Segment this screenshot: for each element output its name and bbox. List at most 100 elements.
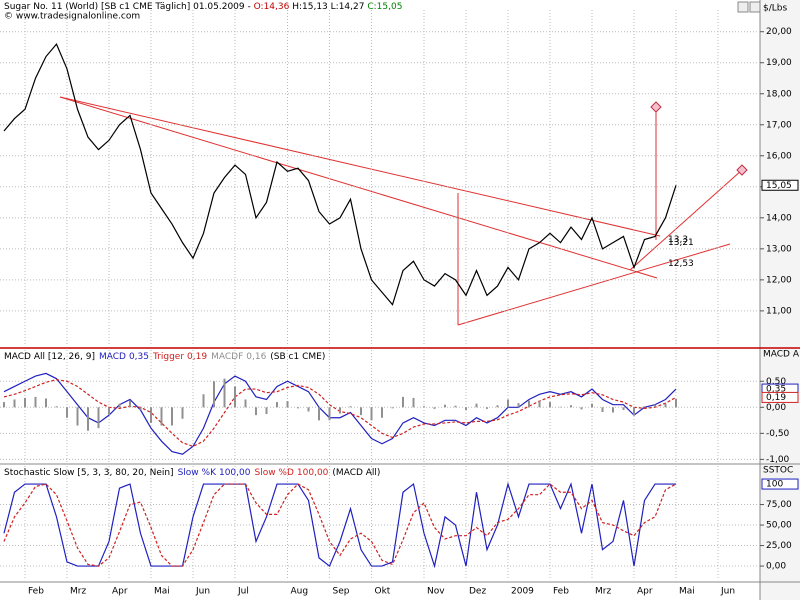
last-value-box <box>761 179 799 191</box>
annotation: 13,21 <box>668 238 694 248</box>
panel-title-suffix: (SB c1 CME) <box>270 352 325 362</box>
x-tick-label: Dez <box>469 587 486 597</box>
y-tick-label: 0,00 <box>766 562 786 572</box>
histogram-bar <box>549 402 551 408</box>
y-tick-label: 17,00 <box>766 120 792 130</box>
histogram-bar <box>76 407 79 426</box>
histogram-bar <box>160 407 163 426</box>
histogram-bar <box>612 407 614 413</box>
target-marker <box>650 101 662 113</box>
histogram-bar <box>486 407 488 409</box>
histogram-bar <box>234 386 236 408</box>
histogram-bar <box>213 381 215 408</box>
histogram-bar <box>202 394 205 408</box>
menu-button[interactable] <box>749 1 761 13</box>
x-tick-label: Mrz <box>70 587 86 597</box>
last-value-label: 0,35 <box>766 385 786 395</box>
close-button[interactable] <box>737 1 749 13</box>
histogram-bar <box>465 407 467 410</box>
histogram-bar <box>171 407 173 426</box>
histogram-bar <box>3 402 5 408</box>
y-tick-label: 12,00 <box>766 275 792 285</box>
histogram-bar <box>139 407 142 410</box>
histogram-bar <box>318 407 320 421</box>
y-tick-label: 20,00 <box>766 27 792 37</box>
axis-title: $/Lbs <box>763 4 787 14</box>
histogram-bar <box>349 406 352 408</box>
histogram-bar <box>66 407 68 418</box>
legend-value: 0,35 <box>129 352 149 362</box>
histogram-bar <box>444 404 446 408</box>
last-value-label: 0,19 <box>766 393 786 403</box>
x-tick-label: Mai <box>679 587 695 597</box>
histogram-bar <box>654 404 656 408</box>
histogram-bar <box>339 407 341 414</box>
axis-title: SSTOC <box>763 466 793 476</box>
annotation: 13,3 <box>668 235 688 245</box>
histogram-bar <box>633 407 635 416</box>
header-open: O:14,36 <box>254 2 290 12</box>
histogram-bar <box>181 407 184 419</box>
last-value-box <box>761 391 799 403</box>
histogram-bar <box>475 403 478 408</box>
histogram-bar <box>517 403 520 408</box>
histogram-bar <box>297 407 299 409</box>
y-tick-label: 50,00 <box>766 521 792 531</box>
histogram-bar <box>118 403 121 408</box>
histogram-bar <box>45 398 47 408</box>
header: Sugar No. 11 (World) [SB c1 CME Täglich]… <box>4 2 402 12</box>
x-tick-label: 2009 <box>511 587 534 597</box>
histogram-bar <box>244 399 247 408</box>
histogram-bar <box>55 406 58 408</box>
x-tick-label: Jun <box>195 587 210 597</box>
histogram-bar <box>87 407 89 431</box>
series-line <box>3 483 677 567</box>
histogram-bar <box>528 400 530 408</box>
x-tick-label: Aug <box>291 587 309 597</box>
y-tick-label: 18,00 <box>766 89 792 99</box>
panel-title-text: MACD All [12, 26, 9] <box>4 352 95 362</box>
y-tick-label: 0,50 <box>766 377 786 387</box>
legend-name: MACD <box>99 352 126 362</box>
histogram-bar <box>570 405 572 408</box>
y-tick-label: -0,50 <box>766 429 790 439</box>
legend-value: 100,00 <box>219 468 251 478</box>
annotation: 12,53 <box>668 259 694 269</box>
y-tick-label: 16,00 <box>766 151 792 161</box>
histogram-bar <box>24 397 26 408</box>
series-line <box>3 42 677 306</box>
histogram-bar <box>381 407 383 418</box>
panel-title: Stochastic Slow [5, 3, 3, 80, 20, Nein] S… <box>4 468 380 478</box>
histogram-bar <box>601 407 604 412</box>
y-tick-label: 75,00 <box>766 500 792 510</box>
series-line <box>3 481 676 569</box>
x-tick-label: Sep <box>333 587 350 597</box>
last-value-box <box>761 478 799 490</box>
x-tick-label: Jul <box>237 587 249 597</box>
histogram-bar <box>412 397 415 408</box>
x-tick-label: Feb <box>28 587 44 597</box>
x-tick-label: Jun <box>720 587 735 597</box>
histogram-bar <box>622 407 625 410</box>
histogram-bar <box>496 405 499 408</box>
histogram-bar <box>391 407 394 409</box>
histogram-bar <box>108 407 110 416</box>
histogram-bar <box>265 407 268 415</box>
histogram-bar <box>423 406 425 408</box>
trend-lines <box>59 96 743 326</box>
histogram-bar <box>360 407 362 416</box>
histogram-bar <box>97 407 100 429</box>
header-symbol: Sugar No. 11 (World) [SB c1 CME Täglich]… <box>4 2 251 12</box>
legend-value: 0,19 <box>187 352 207 362</box>
x-tick-label: Mrz <box>595 587 611 597</box>
histogram-bar <box>328 407 331 421</box>
histogram-bar <box>664 403 667 408</box>
x-tick-label: Feb <box>553 587 569 597</box>
histogram-bar <box>507 399 509 408</box>
histogram-bar <box>276 402 278 408</box>
legend-name: MACDF <box>211 352 243 362</box>
target-marker <box>736 164 748 176</box>
histogram-bar <box>433 407 436 409</box>
last-value-label: 100 <box>766 480 783 490</box>
window-buttons[interactable] <box>737 1 761 13</box>
